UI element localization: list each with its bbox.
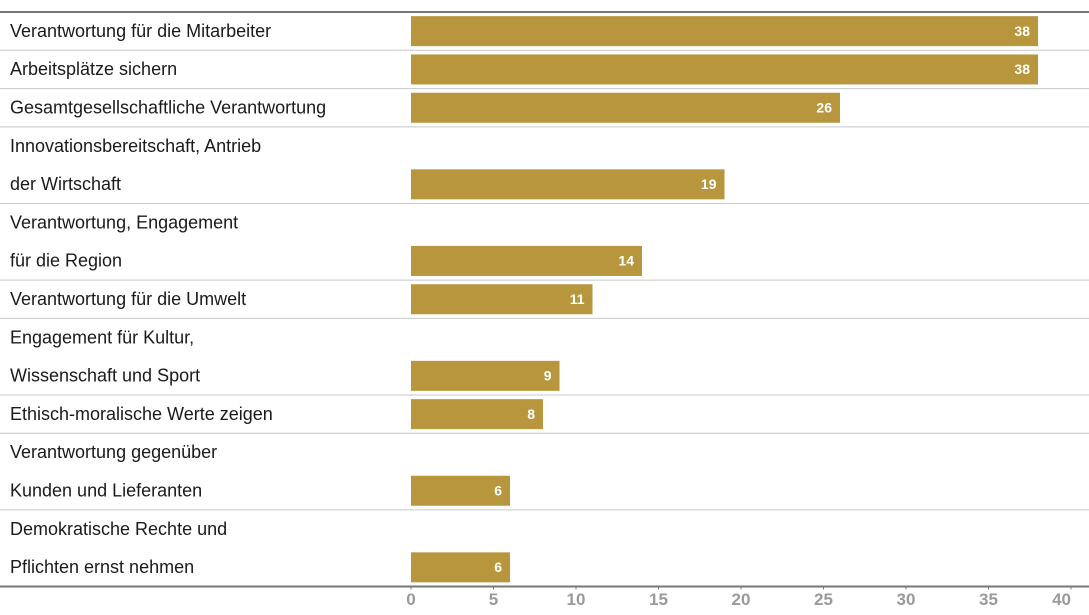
category-label: der Wirtschaft <box>10 174 121 194</box>
value-label: 8 <box>527 406 535 422</box>
category-label: Wissenschaft und Sport <box>10 366 200 386</box>
value-label: 11 <box>570 291 585 307</box>
x-tick-label: 40 <box>1052 590 1071 609</box>
category-label: Kunden und Lieferanten <box>10 481 202 501</box>
bar <box>411 169 725 200</box>
category-label: Verantwortung für die Mitarbeiter <box>10 21 271 41</box>
category-label: Engagement für Kultur, <box>10 327 194 347</box>
value-label: 6 <box>494 559 502 575</box>
bar <box>411 360 560 391</box>
category-label: Verantwortung gegenüber <box>10 442 217 462</box>
bar <box>411 92 840 123</box>
value-label: 14 <box>618 253 634 269</box>
value-label: 6 <box>494 482 502 498</box>
value-label: 9 <box>544 368 552 384</box>
x-tick-label: 30 <box>897 590 916 609</box>
category-label: Demokratische Rechte und <box>10 519 227 539</box>
category-label: Arbeitsplätze sichern <box>10 59 177 79</box>
bar <box>411 54 1038 85</box>
category-label: für die Region <box>10 251 122 271</box>
x-tick-label: 20 <box>732 590 751 609</box>
category-label: Verantwortung für die Umwelt <box>10 289 246 309</box>
x-tick-label: 0 <box>406 590 415 609</box>
x-tick-label: 5 <box>489 590 498 609</box>
category-label: Ethisch-moralische Werte zeigen <box>10 404 273 424</box>
x-tick-label: 35 <box>979 590 998 609</box>
bar <box>411 245 642 276</box>
category-label: Gesamtgesellschaftliche Verantwortung <box>10 98 326 118</box>
value-label: 38 <box>1014 23 1030 39</box>
category-label: Pflichten ernst nehmen <box>10 557 194 577</box>
value-label: 26 <box>816 99 832 115</box>
category-label: Verantwortung, Engagement <box>10 212 238 232</box>
category-label: Innovationsbereitschaft, Antrieb <box>10 136 261 156</box>
x-tick-label: 25 <box>814 590 833 609</box>
bar <box>411 552 510 583</box>
x-tick-label: 15 <box>649 590 668 609</box>
bar <box>411 16 1038 47</box>
bar <box>411 475 510 506</box>
value-label: 38 <box>1014 61 1030 77</box>
bar <box>411 399 543 430</box>
x-tick-label: 10 <box>567 590 586 609</box>
bar <box>411 284 593 315</box>
value-label: 19 <box>701 176 717 192</box>
